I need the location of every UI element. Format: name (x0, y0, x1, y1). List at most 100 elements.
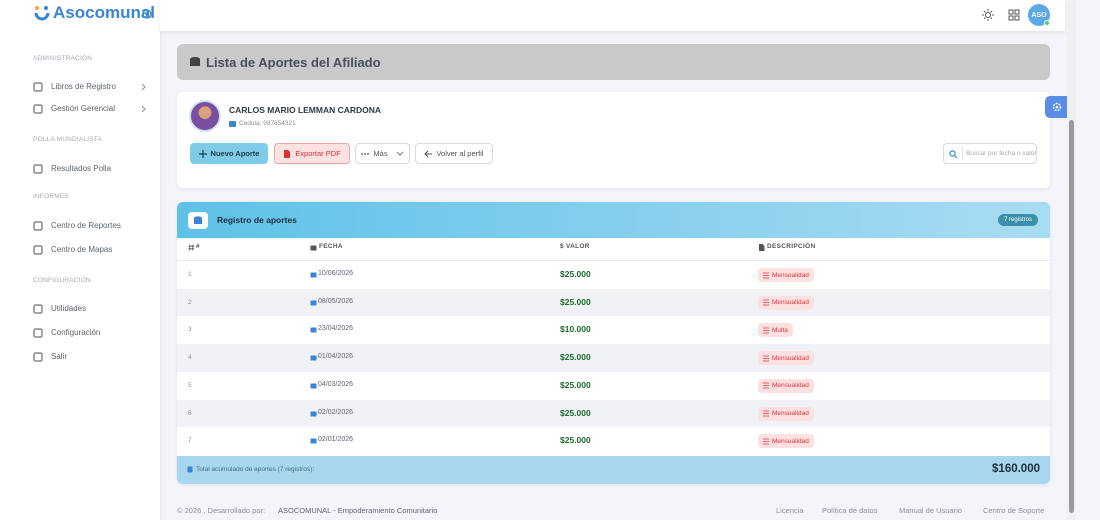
nav-item[interactable]: Centro de Mapas (28, 241, 152, 259)
nav-label: Utilidades (51, 304, 87, 313)
nav-item[interactable]: Configuración (28, 324, 152, 342)
records-icon (188, 212, 208, 229)
description-label: Mensualidad (772, 437, 809, 445)
button-icon (361, 152, 370, 155)
nav-label: Configuración (51, 328, 101, 337)
nav-icon (33, 164, 43, 174)
row-description: Mensualidad (758, 434, 814, 449)
nav-item[interactable]: Resultados Polla (28, 160, 152, 178)
brand-mark (142, 9, 152, 19)
nav-label: Resultados Polla (51, 164, 112, 173)
more-button[interactable]: Más (355, 143, 410, 164)
row-description: Mensualidad (758, 406, 814, 421)
table-row: 2 08/05/2026 $25.000 Mensualidad (177, 288, 1050, 317)
button-label: Exportar PDF (295, 149, 341, 158)
nav-label: Centro de Reportes (51, 221, 121, 230)
column-header: # (196, 243, 200, 250)
row-description: Mensualidad (758, 268, 814, 282)
logo-icon (34, 6, 50, 21)
row-value: $25.000 (560, 352, 591, 363)
plus-icon (198, 149, 207, 158)
column-icon (759, 244, 765, 251)
id-icon (229, 121, 236, 127)
status-dot (1044, 20, 1050, 26)
column-header: FECHA (319, 243, 343, 250)
scrollbar-thumb (1069, 120, 1074, 513)
nav-item[interactable]: Gestión Gerencial (28, 100, 152, 118)
button-label: Volver al perfil (436, 149, 484, 158)
nav-item[interactable]: Salir (28, 348, 152, 366)
nav-icon (33, 352, 43, 362)
organization: ASOCOMUNAL - Empoderamiento Comunitario (278, 506, 438, 515)
calendar-icon (310, 438, 317, 444)
list-icon (763, 355, 769, 361)
nav-item[interactable]: Utilidades (28, 300, 152, 318)
nav-item[interactable]: Libros de Registro (28, 78, 152, 96)
search-input[interactable]: Buscar por fecha o valor (943, 143, 1037, 164)
records-title: Registro de aportes (217, 215, 297, 225)
row-number: 5 (188, 381, 192, 389)
list-icon (763, 327, 769, 334)
row-number: 3 (188, 326, 192, 334)
nav-item[interactable]: Centro de Reportes (28, 217, 152, 235)
table-row: 6 02/02/2026 $25.000 Mensualidad (177, 399, 1050, 428)
button-label: Más (373, 149, 388, 158)
row-date: 02/02/2026 (318, 408, 354, 416)
nav-icon (33, 245, 43, 255)
profile-name: CARLOS MARIO LEMMAN CARDONA (229, 105, 382, 115)
column-header: $ VALOR (560, 243, 590, 250)
list-icon (763, 438, 769, 445)
description-label: Mensualidad (772, 271, 809, 279)
row-description: Mensualidad (758, 378, 814, 393)
footer-link[interactable]: Manual de Usuario (899, 506, 962, 515)
profile-id: Cedula: 987654321 (239, 120, 296, 127)
nav-icon (33, 221, 43, 231)
footer-link[interactable]: Política de datos (822, 506, 878, 515)
calendar-icon (310, 355, 317, 361)
list-icon (763, 382, 769, 389)
row-value: $25.000 (560, 269, 591, 279)
column-icon (310, 245, 317, 251)
row-value: $25.000 (560, 435, 591, 446)
back-button[interactable]: Volver al perfil (415, 143, 493, 164)
coins-icon (194, 216, 202, 224)
export-pdf-button[interactable]: Exportar PDF (274, 143, 350, 164)
row-value: $25.000 (560, 407, 591, 418)
nav-chevron (141, 105, 146, 113)
page-title: Lista de Aportes del Afiliado (206, 55, 381, 70)
row-date: 10/06/2026 (318, 270, 354, 277)
footer-link[interactable]: Centro de Soporte (983, 506, 1045, 515)
row-date: 01/04/2026 (318, 353, 354, 361)
records-card: Registro de aportes 7 registros # FECHA $ VA… (177, 202, 1050, 484)
search-separator (962, 147, 963, 161)
header-icon (190, 57, 200, 66)
calendar-icon (310, 383, 317, 389)
brand: Asocomunal (53, 3, 156, 22)
nav-icon (33, 304, 43, 314)
description-label: Mensualidad (772, 299, 809, 307)
nav-label: Gestión Gerencial (51, 104, 116, 113)
new-contribution-button[interactable]: Nuevo Aporte (190, 143, 268, 164)
search-placeholder: Buscar por fecha o valor (966, 150, 1037, 157)
settings-button[interactable] (1045, 96, 1068, 118)
footer-link[interactable]: Licencia (776, 506, 804, 515)
row-number: 2 (188, 298, 192, 306)
nav-section-title: ADMINISTRACIÓN (33, 55, 93, 62)
button-icon (284, 149, 291, 158)
nav-section-title: INFORMES (33, 193, 69, 200)
row-number: 1 (188, 271, 192, 278)
topbar: ASO (160, 0, 1065, 31)
row-date: 04/03/2026 (318, 380, 354, 388)
search-icon (949, 150, 958, 159)
calendar-icon (310, 300, 317, 306)
table-row: 4 01/04/2026 $25.000 Mensualidad (177, 344, 1050, 372)
total-value: $160.000 (992, 463, 1040, 475)
calculator-icon (187, 466, 193, 473)
nav-icon (33, 104, 43, 114)
page-footer: © 2026 , Desarrollado por: ASOCOMUNAL - E… (177, 506, 1050, 518)
nav-section-title: POLLA MUNDIALISTA (33, 136, 103, 143)
records-count: 7 registros (998, 214, 1039, 226)
